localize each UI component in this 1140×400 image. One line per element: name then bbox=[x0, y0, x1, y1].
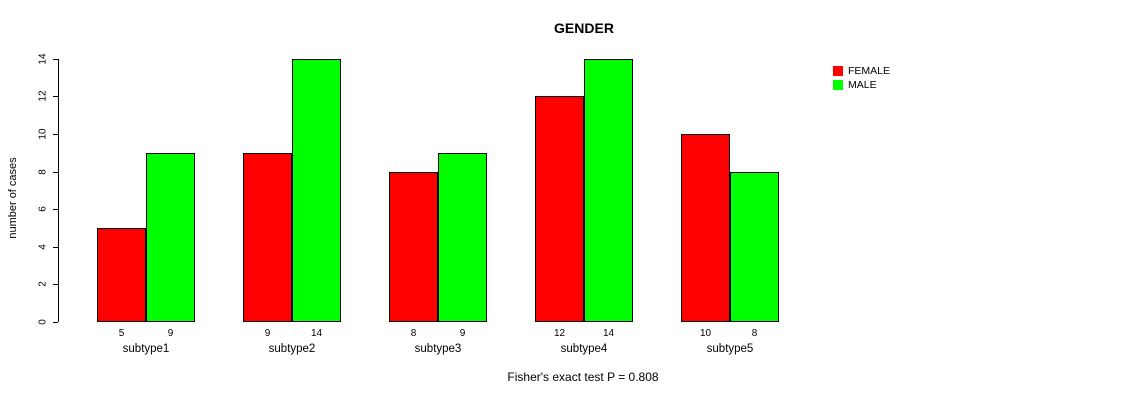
bar-male-subtype2 bbox=[292, 59, 341, 322]
x-category-label: subtype4 bbox=[560, 343, 608, 355]
y-tick-label: 4 bbox=[37, 244, 49, 250]
bar-male-subtype4 bbox=[584, 59, 633, 322]
bar-value-label: 14 bbox=[602, 328, 615, 339]
bar-value-label: 9 bbox=[264, 328, 271, 339]
x-category-label: subtype3 bbox=[414, 343, 462, 355]
x-category-label: subtype2 bbox=[268, 343, 316, 355]
bar-female-subtype1 bbox=[97, 228, 146, 322]
bar-value-label: 8 bbox=[751, 328, 758, 339]
y-tick bbox=[53, 246, 58, 248]
bar-value-label: 14 bbox=[310, 328, 323, 339]
y-tick-label: 10 bbox=[37, 128, 49, 140]
y-tick-label: 6 bbox=[37, 206, 49, 212]
bar-value-label: 9 bbox=[167, 328, 174, 339]
footer-note: Fisher's exact test P = 0.808 bbox=[507, 370, 659, 384]
legend: FEMALE MALE bbox=[833, 64, 890, 92]
legend-label: FEMALE bbox=[848, 65, 891, 77]
bar-value-label: 8 bbox=[410, 328, 417, 339]
y-tick bbox=[53, 284, 58, 286]
bar-male-subtype5 bbox=[730, 172, 779, 322]
bar-value-label: 10 bbox=[699, 328, 712, 339]
legend-swatch-female bbox=[833, 66, 843, 76]
y-axis-title: number of cases bbox=[7, 157, 19, 239]
y-tick bbox=[53, 171, 58, 173]
legend-label: MALE bbox=[848, 79, 877, 91]
y-tick bbox=[53, 58, 58, 60]
y-tick-label: 2 bbox=[37, 281, 49, 288]
legend-item-female: FEMALE bbox=[833, 64, 890, 78]
bar-value-label: 9 bbox=[459, 328, 466, 339]
y-tick-label: 12 bbox=[37, 90, 49, 102]
bar-female-subtype2 bbox=[243, 153, 292, 322]
y-tick-label: 8 bbox=[37, 168, 49, 175]
bar-female-subtype3 bbox=[389, 172, 438, 322]
y-tick bbox=[53, 209, 58, 211]
bar-female-subtype5 bbox=[681, 134, 730, 322]
y-tick bbox=[53, 134, 58, 135]
y-tick bbox=[53, 322, 58, 323]
y-tick bbox=[53, 96, 58, 98]
chart-title: GENDER bbox=[554, 20, 614, 36]
y-tick-label: 0 bbox=[37, 319, 49, 325]
legend-item-male: MALE bbox=[833, 78, 890, 92]
bar-female-subtype4 bbox=[535, 96, 584, 322]
y-axis-line bbox=[58, 59, 59, 322]
x-category-label: subtype5 bbox=[706, 343, 754, 355]
legend-swatch-male bbox=[833, 80, 843, 90]
bar-male-subtype1 bbox=[146, 153, 195, 322]
bar-value-label: 12 bbox=[553, 328, 566, 339]
bar-value-label: 5 bbox=[118, 328, 125, 339]
y-tick-label: 14 bbox=[37, 53, 49, 65]
bar-male-subtype3 bbox=[438, 153, 487, 322]
x-category-label: subtype1 bbox=[122, 343, 170, 355]
